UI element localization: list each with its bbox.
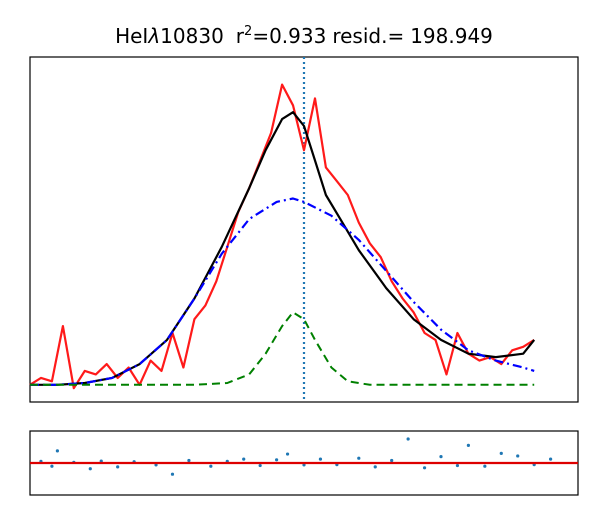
residual-point	[373, 465, 377, 469]
residual-point	[302, 463, 306, 467]
residual-point	[357, 456, 361, 460]
residual-point	[88, 467, 92, 471]
residual-point	[275, 458, 279, 462]
residual-point	[187, 458, 191, 463]
residual-point	[318, 457, 323, 461]
title-r-sup: 2	[244, 24, 252, 39]
residual-point	[466, 443, 470, 447]
broad-component-line	[30, 197, 535, 386]
residual-point	[455, 463, 460, 468]
main-plot-panel	[29, 56, 579, 403]
observed-spectrum-line	[29, 83, 535, 390]
residual-point	[285, 452, 290, 456]
residual-point	[483, 464, 487, 468]
title-resid-label: resid.=	[332, 24, 404, 48]
residual-point	[99, 459, 103, 463]
residual-point	[406, 437, 410, 441]
residual-point	[499, 451, 503, 455]
residual-point	[154, 463, 158, 467]
title-lambda: λ	[147, 24, 160, 48]
residual-point	[422, 466, 427, 470]
residual-point	[242, 457, 246, 461]
title-resid-value: 198.949	[410, 24, 493, 48]
residual-point	[516, 454, 520, 458]
residual-point	[50, 464, 54, 468]
residual-point	[170, 472, 175, 476]
title-r-value: =0.933	[252, 24, 326, 48]
chart-title: HeIλ10830 r2=0.933 resid.= 198.949	[115, 24, 493, 48]
main-plot-frame	[29, 56, 579, 403]
title-wavelength: 10830	[160, 24, 224, 48]
residual-point	[390, 458, 394, 463]
narrow-component-line	[30, 311, 535, 386]
residual-point	[209, 464, 213, 468]
residual-point	[439, 455, 443, 459]
residual-point	[116, 465, 120, 469]
residual-point	[258, 463, 262, 468]
title-line: HeI	[115, 24, 148, 48]
title-r-label: r	[236, 24, 245, 48]
residual-point	[549, 457, 553, 461]
residual-plot-panel	[29, 430, 579, 496]
residual-point	[55, 449, 60, 453]
